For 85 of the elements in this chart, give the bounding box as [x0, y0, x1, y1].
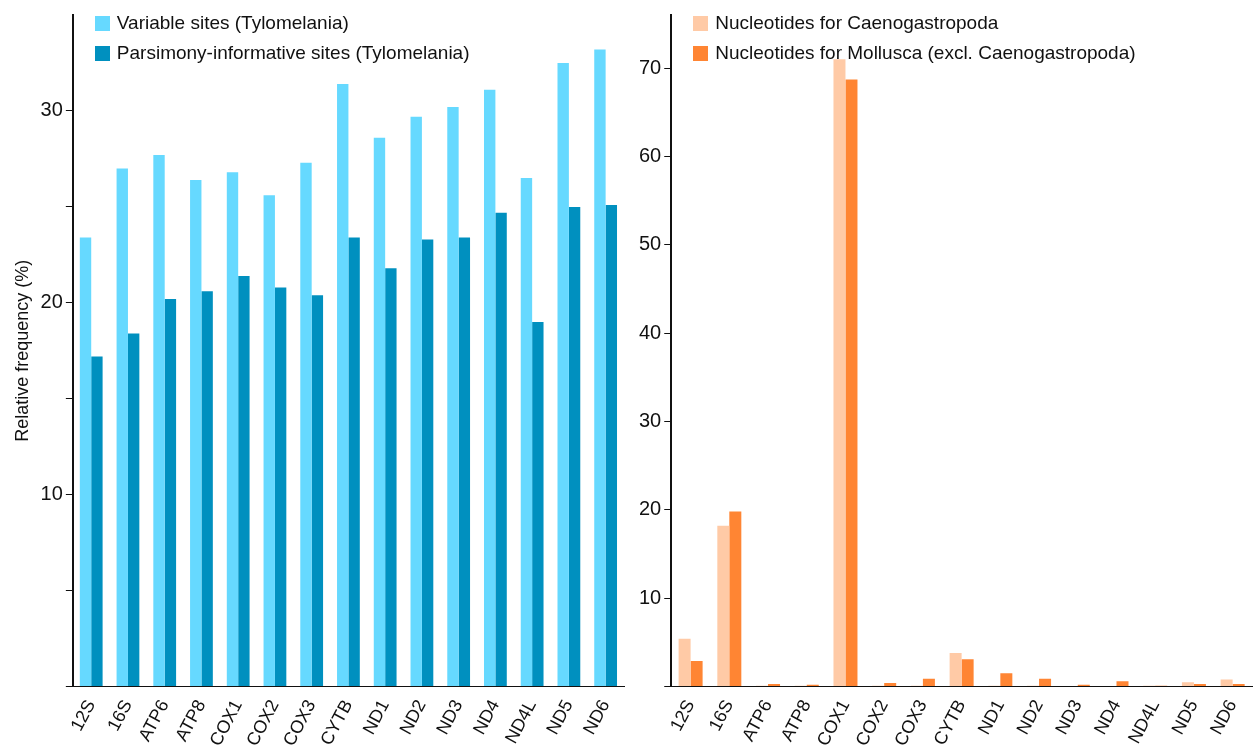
- bar: [373, 137, 386, 687]
- x-tick-label: ND1: [358, 696, 394, 738]
- bar: [729, 511, 742, 687]
- bar: [201, 291, 213, 687]
- x-tick-label: ND6: [578, 696, 614, 738]
- x-tick-label: ND4: [1089, 696, 1125, 738]
- bar: [922, 678, 935, 687]
- x-tick-label: ND5: [1167, 696, 1202, 738]
- x-tick-label: 16S: [704, 696, 738, 735]
- y-tick-label: 20: [639, 497, 662, 520]
- y-axis-title: Relative frequency (%): [11, 259, 32, 442]
- bar: [116, 168, 128, 687]
- y-tick-label: 30: [40, 98, 63, 121]
- bar: [1116, 681, 1129, 687]
- bar: [274, 287, 287, 687]
- bar: [447, 107, 459, 687]
- bar: [1181, 682, 1194, 687]
- y-tick-label: 10: [40, 482, 63, 505]
- legend-label: Nucleotides for Mollusca (excl. Caenogastropoda): [715, 41, 1136, 65]
- y-tick-label: 70: [639, 55, 662, 78]
- bar: [226, 172, 239, 687]
- bar: [385, 268, 397, 687]
- bar: [884, 683, 897, 687]
- y-tick-label: 40: [639, 320, 662, 343]
- x-tick-label: CYTB: [316, 696, 357, 749]
- bar: [263, 195, 275, 687]
- bar: [568, 206, 581, 687]
- bar: [311, 295, 324, 687]
- x-tick-label: ATP6: [134, 696, 173, 745]
- x-tick-label: ATP8: [776, 696, 815, 745]
- bar: [1193, 683, 1206, 687]
- bar: [1000, 673, 1013, 687]
- bar: [190, 180, 202, 687]
- x-tick-label: ND2: [395, 696, 430, 738]
- bar: [717, 525, 730, 687]
- x-tick-label: ND1: [973, 696, 1009, 738]
- y-tick-label: 20: [40, 290, 63, 313]
- x-tick-label: ND3: [432, 696, 467, 738]
- bar: [348, 237, 360, 687]
- x-tick-label: 12S: [66, 696, 100, 735]
- bar: [495, 212, 507, 687]
- x-tick-label: ND6: [1205, 696, 1241, 738]
- bar: [79, 237, 92, 687]
- bar: [949, 653, 962, 687]
- bar: [337, 84, 349, 687]
- legend-label: Variable sites (Tylomelania): [116, 11, 349, 35]
- y-tick-label: 10: [639, 585, 662, 608]
- bar: [484, 89, 496, 687]
- x-tick-label: 12S: [665, 696, 699, 735]
- bar: [300, 162, 312, 687]
- bar: [520, 178, 533, 687]
- y-tick-label: 60: [639, 143, 662, 166]
- bar: [238, 275, 250, 687]
- x-tick-label: ATP6: [737, 696, 776, 745]
- bar: [768, 683, 781, 687]
- bar: [961, 659, 974, 687]
- bar: [1039, 678, 1052, 687]
- x-tick-label: ND4: [468, 696, 504, 738]
- y-tick-label: 30: [639, 409, 662, 431]
- bar: [410, 116, 422, 687]
- bar: [845, 79, 858, 687]
- bar: [690, 660, 703, 687]
- bar: [1220, 679, 1233, 687]
- x-tick-label: 16S: [103, 696, 136, 735]
- bar: [532, 322, 544, 687]
- x-tick-label: ND3: [1051, 696, 1086, 738]
- bar: [91, 356, 103, 687]
- x-tick-label: CYTB: [929, 696, 970, 749]
- bar: [678, 638, 691, 687]
- bar: [605, 204, 618, 687]
- bar: [557, 62, 569, 687]
- legend-label: Nucleotides for Caenogastropoda: [715, 11, 999, 35]
- bar: [1232, 683, 1245, 687]
- bar: [421, 239, 434, 687]
- bar: [153, 155, 165, 687]
- y-tick-label: 50: [639, 232, 662, 255]
- x-tick-label: ND5: [542, 696, 577, 738]
- bar: [594, 49, 606, 687]
- x-tick-label: ND2: [1012, 696, 1047, 738]
- x-tick-label: ATP8: [171, 696, 210, 745]
- bar: [164, 298, 177, 687]
- legend-label: Parsimony-informative sites (Tylomelania): [116, 41, 470, 65]
- bar: [458, 237, 471, 687]
- bar: [127, 333, 140, 687]
- bar: [833, 59, 846, 687]
